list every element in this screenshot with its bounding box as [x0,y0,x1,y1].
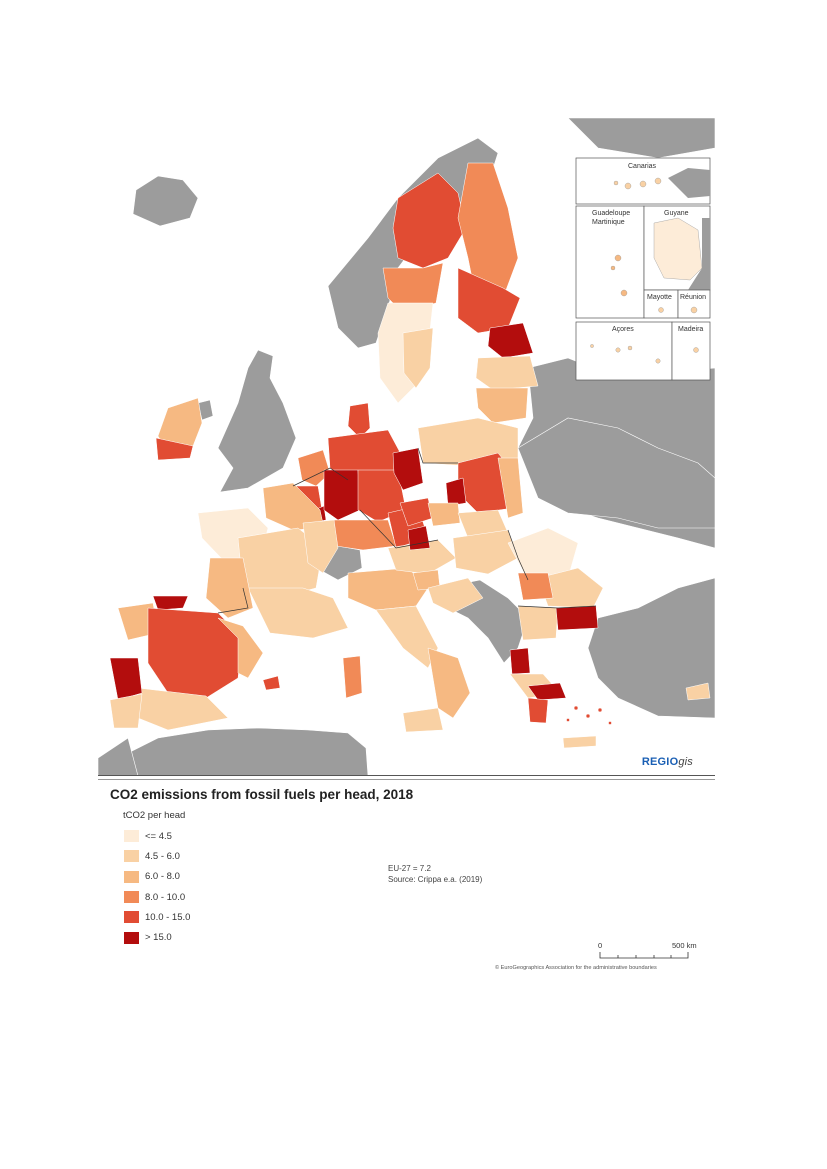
morocco-region [98,737,139,776]
region-romania-south [517,572,554,601]
legend-item: 10.0 - 15.0 [124,907,190,927]
legend-item: 8.0 - 10.0 [124,887,190,907]
legend-swatch [124,830,139,843]
legend-swatch [124,891,139,904]
legend-item: 6.0 - 8.0 [124,867,190,887]
legend-title: tCO2 per head [123,810,186,821]
region-france-east [302,519,339,574]
greenland-region [567,118,715,159]
legend-item: > 15.0 [124,927,190,947]
region-austria-east [407,525,431,551]
legend-swatch [124,870,139,883]
map-frame: Canarias Guadeloupe Martinique Guyane Ma… [98,118,715,776]
region-germany-south [333,519,397,551]
europe-map: Canarias Guadeloupe Martinique Guyane Ma… [98,118,715,776]
copyright-note: © EuroGeographics Association for the ad… [495,965,657,971]
legend-swatch [124,931,139,944]
region-netherlands [297,449,331,487]
region-sardinia [342,655,363,699]
map-bottom-rule-2 [98,779,715,780]
legend-item: <= 4.5 [124,826,190,846]
inset-label-acores: Açores [612,326,634,333]
region-latvia [475,355,539,391]
region-estonia [487,322,534,359]
region-romania-east [537,567,604,609]
region-spain-central [147,607,244,699]
region-france-south [247,587,349,639]
region-sweden-se [402,327,434,389]
scale-start-label: 0 [598,941,602,950]
inset-label-reunion: Réunion [680,294,706,301]
inset-label-madeira: Madeira [678,326,703,333]
region-poland-east [497,457,524,519]
legend: <= 4.5 4.5 - 6.0 6.0 - 8.0 8.0 - 10.0 10… [124,826,190,948]
legend-label: 10.0 - 15.0 [145,911,191,923]
legend-label: 6.0 - 8.0 [145,871,180,883]
iceland-region [132,175,199,227]
legend-item: 4.5 - 6.0 [124,846,190,866]
legend-label: <= 4.5 [145,830,172,842]
scale-end-label: 500 km [672,941,697,950]
region-sweden-north [392,172,467,269]
inset-label-martinique: Martinique [592,219,625,226]
region-germany-east [392,447,424,491]
region-greece-athens [527,682,567,701]
inset-label-canarias: Canarias [628,163,657,170]
region-italy-central [375,605,439,669]
region-bulgaria-east [555,605,599,631]
inset-label-mayotte: Mayotte [647,294,672,301]
region-lithuania [475,387,529,424]
legend-swatch [124,850,139,863]
turkey-region [587,577,715,719]
region-croatia [427,577,484,614]
region-hungary [452,529,519,575]
legend-label: 4.5 - 6.0 [145,850,180,862]
region-sweden-central [382,262,444,314]
region-balearic [262,675,281,691]
region-portugal-north [109,657,143,701]
belarus-ukraine-region [517,417,715,529]
north-africa-region [117,727,369,776]
map-title: CO2 emissions from fossil fuels per head… [110,787,414,802]
regiogis-logo: REGIOgis [641,756,693,768]
region-crete [562,735,597,749]
scale-bar: 0 500 km [598,940,698,970]
region-spain-east [217,617,264,679]
region-cyprus [685,682,711,701]
legend-label: > 15.0 [145,932,172,944]
source-note: Source: Crippa e.a. (2019) [388,875,483,884]
region-bulgaria-west [517,605,559,641]
region-sicily [402,707,444,733]
insets: Canarias Guadeloupe Martinique Guyane Ma… [575,157,711,381]
map-bottom-rule [98,775,715,776]
legend-label: 8.0 - 10.0 [145,891,186,903]
region-ireland-south [155,437,194,461]
region-spain-south [137,687,229,731]
eu-average-note: EU-27 = 7.2 [388,864,431,873]
region-greece-north [509,647,531,675]
region-france-southwest [205,557,254,619]
region-poland-south [445,477,467,507]
region-greece-south [527,697,549,724]
uk-region [217,349,297,493]
legend-swatch [124,911,139,924]
inset-label-guyane: Guyane [664,210,689,217]
region-czechia-east [427,502,461,527]
region-portugal-south [109,693,143,729]
region-spain-north [152,595,189,611]
region-germany-west [323,469,361,521]
inset-label-guadeloupe: Guadeloupe [592,210,630,217]
region-italy-south [427,647,471,719]
